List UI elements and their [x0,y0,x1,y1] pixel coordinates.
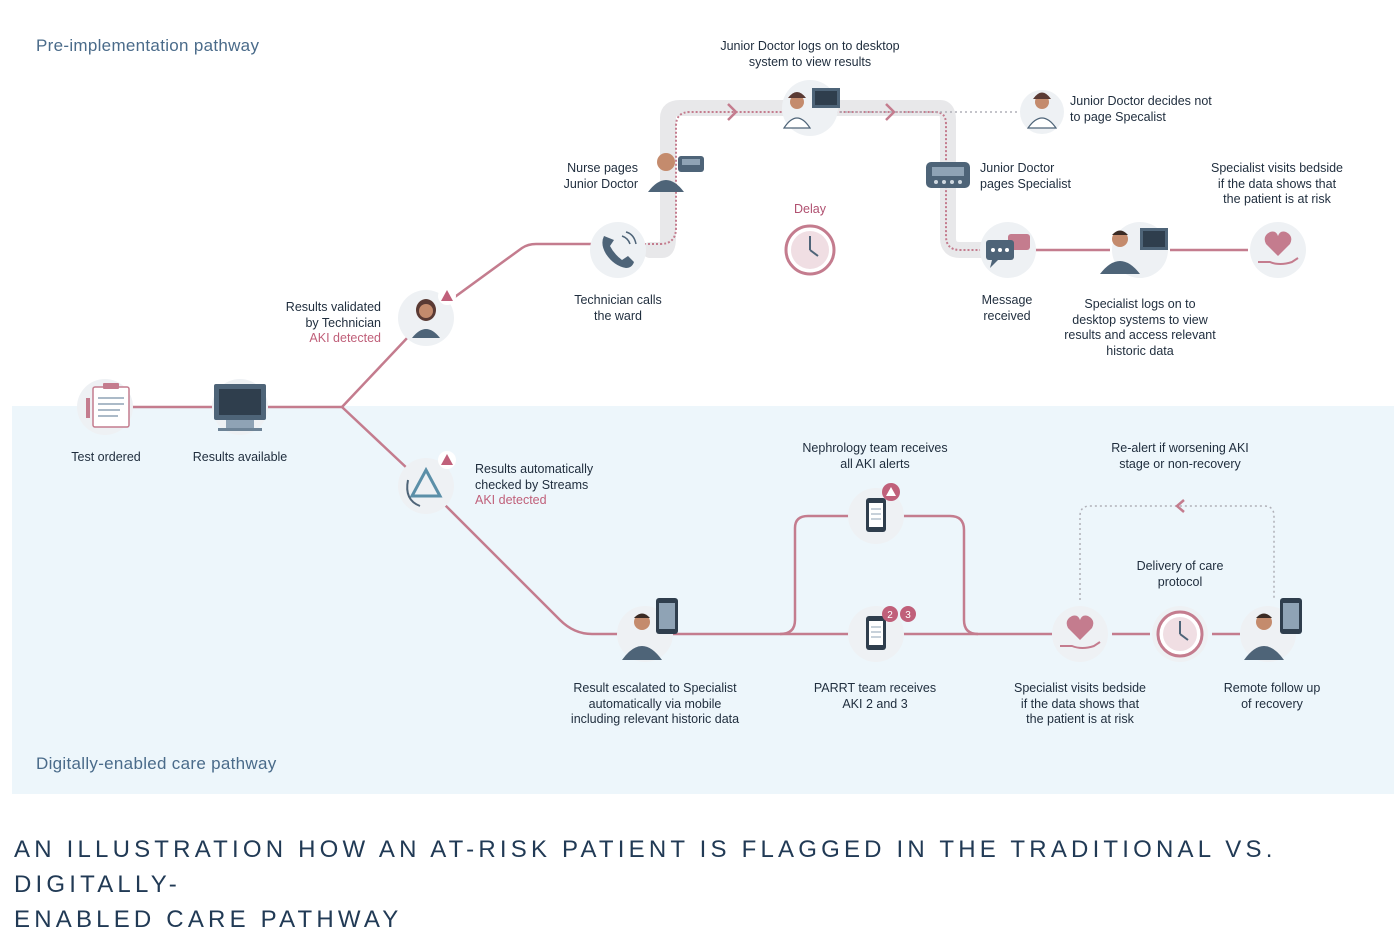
nurse-icon [648,153,704,192]
realert-label: Re-alert if worsening AKI stage or non-r… [1111,441,1249,471]
junior-doctor-desktop-icon [782,80,840,136]
delivery-label: Delivery of care protocol [1136,559,1224,589]
specialist-visits-upper-label: Specialist visits bedside if the data sh… [1210,161,1344,206]
message-received-label: Message received [981,293,1033,323]
pre-implementation-title: Pre-implementation pathway [36,36,260,55]
path-realert-loop [1079,505,1275,600]
figure-caption: An illustration how an at-risk patient i… [14,836,1277,933]
specialist-desktop-icon [1100,222,1168,278]
technician-calls-label: Technician calls the ward [574,293,662,323]
results-available-label: Results available [192,450,288,464]
chevron-left-icon [1175,499,1185,513]
test-ordered-label: Test ordered [71,450,141,464]
delay-clock-icon [784,224,836,276]
clipboard-icon [77,379,133,435]
escalated-label: Result escalated to Specialist automatic… [570,681,740,726]
parrt-badge-3: 3 [905,610,911,621]
path-upper-branch [341,242,610,408]
remote-specialist-icon [1240,598,1302,662]
junior-doctor-icon [1020,90,1064,134]
technician-icon [398,287,456,346]
specialist-mobile-icon [617,598,678,662]
path-lower-branch [341,406,1052,636]
digital-panel [12,406,1394,794]
heart-hand-icon [1052,606,1108,662]
aki-detected-label: AKI detected [475,493,547,507]
digital-pathway-title: Digitally-enabled care pathway [36,754,277,773]
message-icon [980,222,1036,278]
delivery-clock-icon [1152,606,1208,662]
specialist-logs-label: Specialist logs on to desktop systems to… [1064,297,1216,358]
jd-pages-label: Junior Doctor pages Specialist [980,161,1072,191]
nephrology-mobile-icon [848,483,904,544]
streams-icon [398,451,456,514]
heart-hand-icon [1250,222,1306,278]
pathway-diagram: 2 3 [12,80,1394,794]
nephrology-label: Nephrology team receives all AKI alerts [802,441,948,471]
parrt-mobile-icon: 2 3 [848,606,916,662]
aki-detected-label: AKI detected [309,331,381,345]
jd-decides-label: Junior Doctor decides not to page Specal… [1070,94,1212,124]
chevron-icon [885,103,896,121]
results-validated-label: Results validated by Technician AKI dete… [250,300,381,347]
remote-follow-up-label: Remote follow up of recovery [1223,681,1321,711]
delay-label: Delay [794,202,826,216]
parrt-badge-2: 2 [887,610,893,621]
chevron-icon [727,103,738,121]
jd-logs-label: Junior Doctor logs on to desktop system … [720,39,900,69]
auto-checked-label: Results automatically checked by Streams… [475,462,594,507]
pager-icon [926,162,970,188]
parrt-label: PARRT team receives AKI 2 and 3 [813,681,937,711]
monitor-icon [212,379,268,435]
phone-icon [590,222,646,278]
specialist-visits-lower-label: Specialist visits bedside if the data sh… [1013,681,1147,726]
nurse-pages-label: Nurse pages Junior Doctor [563,161,638,191]
